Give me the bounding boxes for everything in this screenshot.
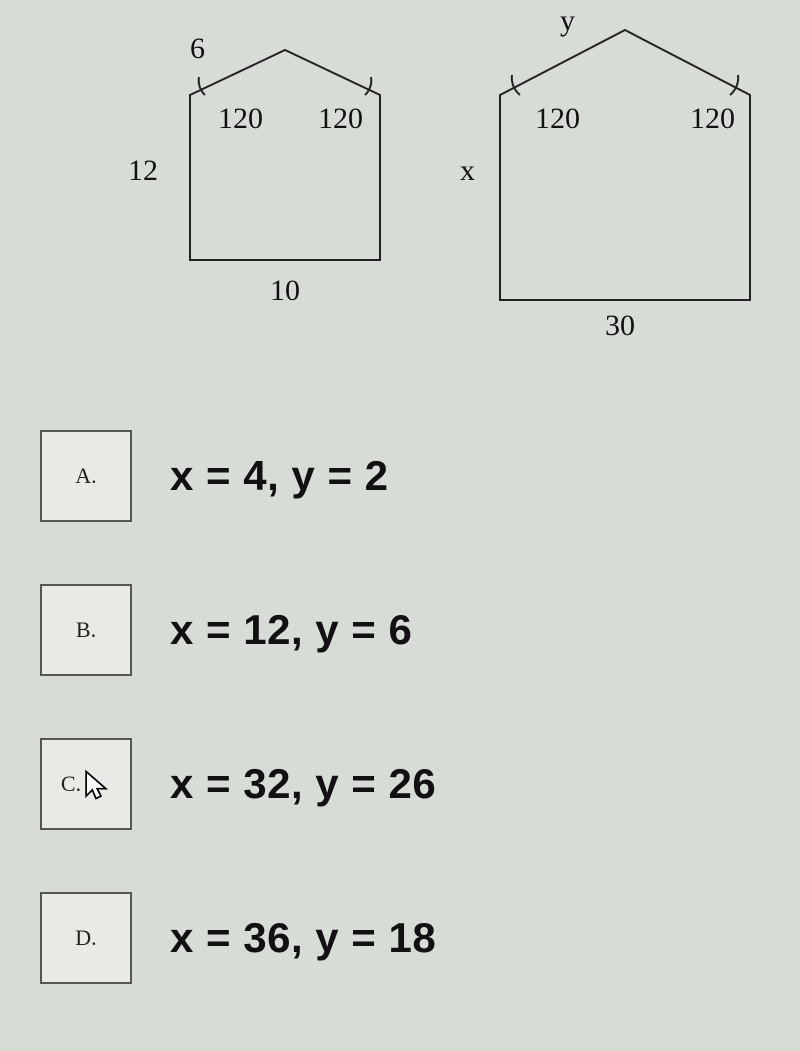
answer-key-label: A. [75,463,96,489]
label-small-10: 10 [270,274,300,307]
angle-large-left: 120 [535,102,580,135]
answer-row: A. x = 4, y = 2 [40,430,760,522]
answer-checkbox[interactable]: B. [40,584,132,676]
arc-small-right [365,77,371,95]
answer-key-label: B. [76,617,96,643]
answer-text: x = 32, y = 26 [170,760,436,808]
angle-large-right: 120 [690,102,735,135]
answer-row: B. x = 12, y = 6 [40,584,760,676]
pentagon-small [190,50,380,260]
answer-text: x = 4, y = 2 [170,452,389,500]
answer-text: x = 12, y = 6 [170,606,412,654]
diagram-area: 6 12 10 120 120 y x 30 120 120 [0,0,800,350]
answer-list: A. x = 4, y = 2 B. x = 12, y = 6 C. x = 32, y… [40,430,760,1046]
label-large-x: x [460,154,475,187]
pointer-cursor-icon [81,769,111,807]
label-small-6: 6 [190,32,205,65]
label-large-30: 30 [605,309,635,342]
label-large-y: y [560,4,575,37]
page-root: 6 12 10 120 120 y x 30 120 120 A. x = 4, … [0,0,800,1051]
angle-small-left: 120 [218,102,263,135]
answer-key-label: D. [75,925,96,951]
answer-checkbox[interactable]: C. [40,738,132,830]
answer-checkbox[interactable]: A. [40,430,132,522]
arc-small-left [199,77,205,95]
angle-small-right: 120 [318,102,363,135]
answer-text: x = 36, y = 18 [170,914,436,962]
answer-key-label: C. [61,771,81,797]
label-small-12: 12 [128,154,158,187]
answer-row: D. x = 36, y = 18 [40,892,760,984]
pentagon-large [500,30,750,300]
diagram-svg: 6 12 10 120 120 y x 30 120 120 [0,0,800,360]
answer-row: C. x = 32, y = 26 [40,738,760,830]
answer-checkbox[interactable]: D. [40,892,132,984]
